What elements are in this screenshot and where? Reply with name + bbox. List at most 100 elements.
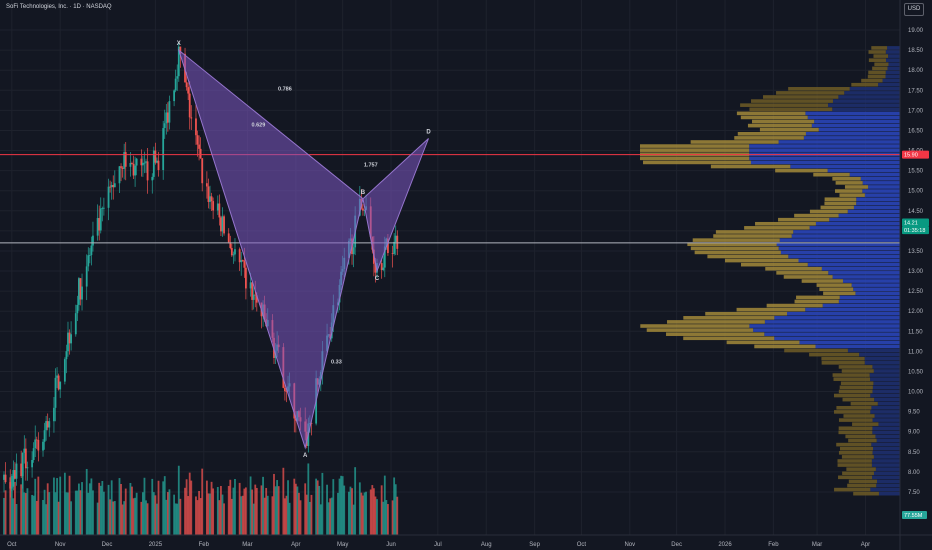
profile-up-row: [807, 262, 900, 267]
horizontal-lines[interactable]: [0, 154, 900, 244]
y-tick-label: 11.00: [908, 349, 923, 355]
profile-up-row: [832, 107, 900, 112]
volume-bar: [110, 480, 113, 535]
volume-bar: [318, 485, 321, 535]
volume-bar: [376, 499, 378, 535]
candle-body: [56, 375, 58, 378]
candle-body: [234, 249, 236, 255]
candle-body: [63, 359, 66, 382]
profile-up-row: [815, 221, 900, 226]
profile-up-row: [872, 446, 900, 451]
pattern-point-label: X: [177, 41, 181, 47]
volume-bar: [354, 467, 357, 535]
volume-bar: [109, 499, 112, 535]
pattern-point-label: A: [303, 453, 308, 459]
volume-bar: [31, 494, 33, 535]
profile-down-row: [835, 189, 863, 193]
candle-body: [177, 46, 180, 77]
profile-down-row: [744, 226, 810, 230]
volume-bar: [321, 472, 324, 535]
profile-down-row: [715, 230, 794, 234]
profile-up-row: [779, 238, 900, 242]
y-tick-label: 14.50: [908, 209, 924, 215]
pattern-ratio-label: 0.629: [252, 122, 266, 128]
profile-down-row: [872, 66, 888, 71]
volume-bar: [4, 490, 7, 535]
profile-down-row: [847, 483, 877, 488]
profile-up-row: [885, 58, 900, 62]
volume-bar: [332, 479, 335, 535]
volume-bar: [176, 503, 179, 535]
volume-bar: [369, 489, 372, 535]
x-tick-label: Jun: [386, 542, 396, 548]
volume-bar: [308, 501, 311, 535]
y-tick-label: 17.00: [908, 108, 924, 114]
profile-up-row: [851, 283, 900, 287]
profile-down-row: [832, 373, 870, 377]
volume-bar: [263, 497, 266, 535]
profile-down-row: [821, 361, 865, 365]
profile-up-row: [778, 140, 900, 144]
candle-body: [251, 282, 254, 300]
y-tick-label: 10.00: [908, 390, 924, 396]
volume-bar: [177, 465, 180, 535]
profile-up-row: [878, 422, 900, 426]
candle-body: [76, 304, 79, 314]
candle-body: [90, 245, 93, 256]
volume-bar: [382, 501, 385, 535]
volume-bar: [218, 500, 221, 535]
candle-body: [352, 247, 355, 255]
candle-body: [12, 470, 15, 487]
candle-body: [101, 208, 104, 209]
volume-bar: [70, 501, 73, 535]
profile-up-row: [871, 442, 900, 447]
candle-body: [212, 201, 215, 211]
volume-bar: [273, 473, 275, 535]
profile-down-row: [838, 418, 873, 422]
pattern-triangle-bcd[interactable]: [362, 138, 429, 273]
profile-down-row: [740, 262, 808, 267]
y-tick-label: 13.00: [908, 269, 924, 275]
candle-body: [3, 474, 5, 480]
volume-bar: [42, 500, 44, 535]
profile-down-row: [837, 463, 872, 467]
volume-bar: [329, 498, 332, 535]
profile-down-row: [751, 119, 815, 124]
currency-button[interactable]: USD: [904, 3, 924, 16]
profile-up-row: [885, 50, 900, 54]
profile-down-row: [843, 414, 875, 418]
candle-body: [124, 152, 127, 167]
volume-bar: [101, 480, 104, 535]
pattern-triangle-xab[interactable]: [177, 48, 364, 450]
volume-bar: [374, 496, 377, 535]
volume-bar: [352, 504, 355, 535]
profile-up-row: [871, 459, 900, 463]
volume-bar: [102, 491, 105, 535]
profile-up-row: [887, 66, 900, 71]
volume-bar: [146, 503, 149, 535]
volume-bar: [296, 486, 299, 535]
candle-body: [196, 135, 199, 145]
candle-body: [154, 150, 157, 163]
candle-body: [168, 101, 171, 123]
volume-bar: [249, 476, 252, 535]
profile-up-row: [764, 332, 900, 336]
profile-up-row: [799, 340, 900, 345]
profile-down-row: [759, 127, 819, 132]
harmonic-pattern[interactable]: X A B C D 0.786 0.629 0.33 1.757: [177, 41, 432, 459]
profile-up-row: [853, 205, 900, 210]
volume-bar: [173, 494, 176, 535]
profile-up-row: [793, 230, 900, 234]
volume-bar: [316, 480, 319, 535]
y-tick-label: 9.00: [908, 430, 920, 436]
volume-bar: [330, 497, 333, 535]
profile-down-row: [640, 156, 750, 161]
x-tick-label: Apr: [291, 542, 300, 548]
profile-up-row: [803, 136, 900, 140]
profile-down-row: [776, 271, 829, 275]
volume-bar: [209, 493, 211, 535]
volume-bar: [90, 478, 93, 535]
volume-bar: [124, 488, 127, 535]
